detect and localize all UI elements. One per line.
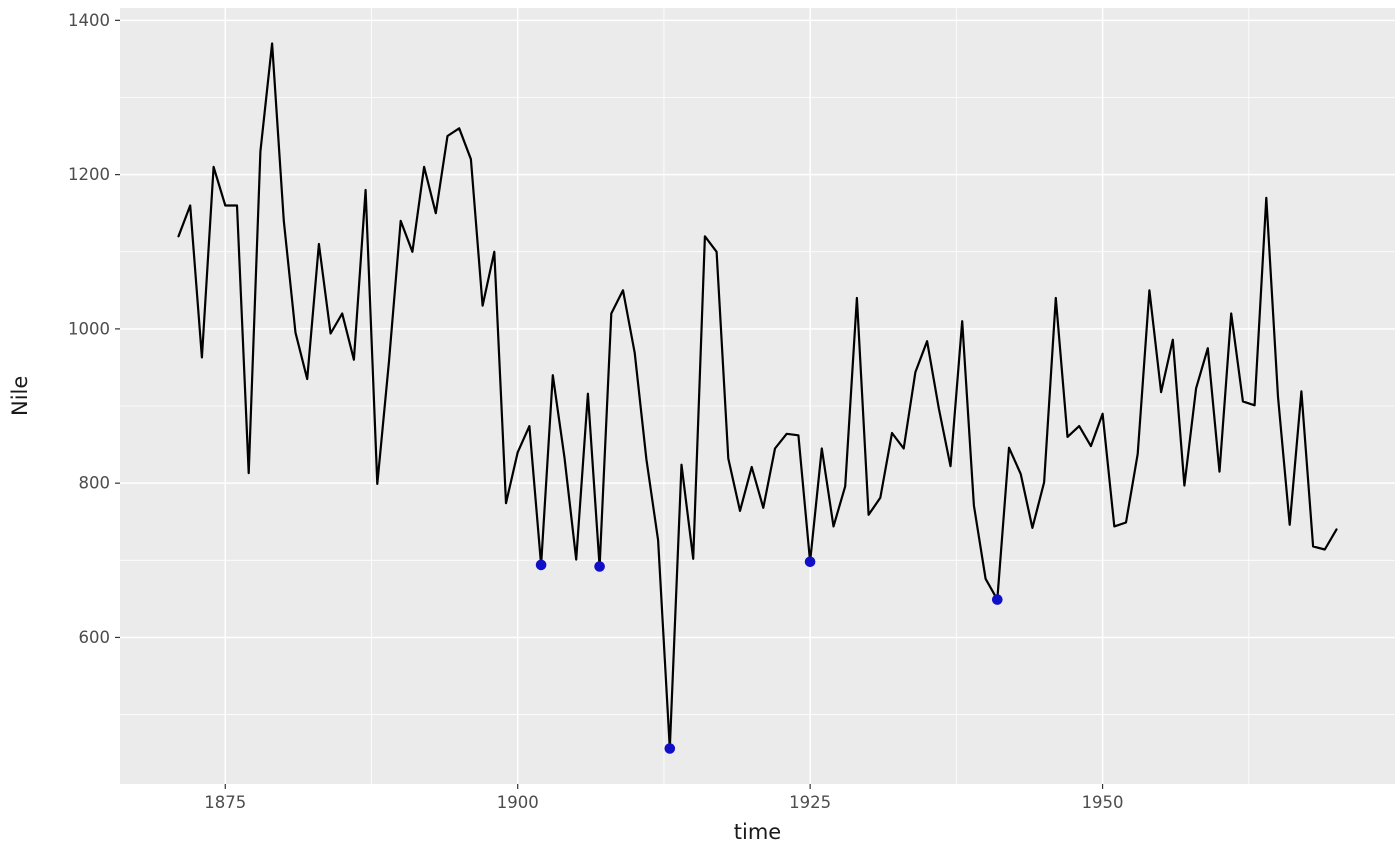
y-tick-label: 1400 xyxy=(68,11,110,30)
low-flow-point xyxy=(664,743,676,754)
y-tick-label: 1000 xyxy=(68,319,110,338)
x-axis-title: time xyxy=(733,820,782,844)
y-tick-label: 600 xyxy=(79,628,111,647)
x-tick-label: 1900 xyxy=(497,793,539,812)
grid-major xyxy=(120,8,1395,784)
nile-flow-line xyxy=(177,42,1338,750)
y-axis-title: Nile xyxy=(8,375,32,417)
grid-minor xyxy=(120,8,1395,784)
x-tick-label: 1875 xyxy=(204,793,246,812)
y-tick-label: 1200 xyxy=(68,165,110,184)
x-tick-label: 1925 xyxy=(789,793,831,812)
y-tick-label: 800 xyxy=(79,474,111,493)
plot-panel xyxy=(120,8,1395,784)
low-flow-point xyxy=(992,594,1003,605)
low-flow-points xyxy=(535,556,1003,754)
low-flow-point xyxy=(594,561,605,572)
axis-ticks: 1875 1900 1925 1950 600 800 1000 1200 1400 xyxy=(68,11,1124,812)
x-tick-label: 1950 xyxy=(1082,793,1124,812)
low-flow-point xyxy=(535,559,547,571)
low-flow-point xyxy=(804,556,816,568)
